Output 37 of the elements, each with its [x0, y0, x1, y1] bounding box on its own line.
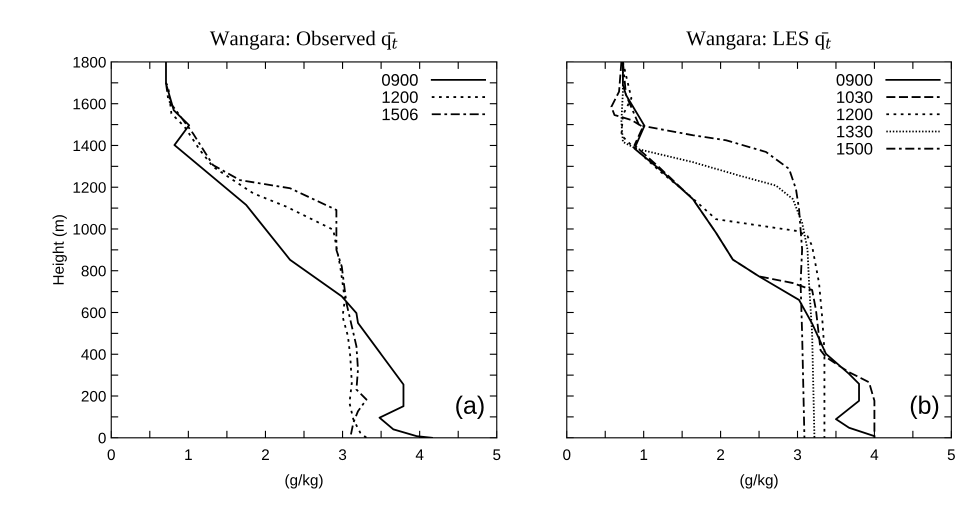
- x-tick-label: 2: [717, 449, 724, 460]
- legend-label: 1330: [837, 126, 872, 138]
- x-tick-label: 1: [185, 449, 192, 460]
- x-tick-label: 5: [493, 449, 500, 460]
- x-tick-label: 1: [640, 449, 648, 460]
- legend-label: 1030: [837, 91, 872, 104]
- chart-title: Wangara: LES q̄$_{t}$: [686, 31, 832, 50]
- x-tick-label: 4: [416, 449, 424, 460]
- x-axis-title: (g/kg): [285, 474, 323, 488]
- annotation: (b): [910, 396, 938, 419]
- y-tick-label: 200: [82, 390, 106, 402]
- x-tick-label: 3: [338, 449, 346, 460]
- legend-label: 0900: [382, 74, 418, 86]
- y-tick-label: 1200: [74, 182, 106, 193]
- legend-label: 1500: [837, 142, 872, 155]
- x-tick-label: 5: [948, 449, 955, 460]
- y-tick-label: 1000: [74, 224, 106, 235]
- legend-label: 1200: [837, 108, 872, 120]
- legend-label: 1200: [382, 91, 418, 104]
- y-tick-label: 1800: [74, 56, 106, 68]
- x-tick-label: 3: [794, 449, 802, 460]
- y-tick-label: 400: [81, 349, 106, 360]
- y-tick-label: 1400: [74, 140, 106, 152]
- legend-label: 0900: [836, 74, 872, 86]
- x-axis-title: (g/kg): [740, 474, 778, 488]
- legend-label: 1506: [382, 108, 418, 120]
- x-tick-label: 0: [108, 449, 115, 460]
- y-tick-label: 0: [98, 432, 106, 444]
- x-tick-label: 2: [262, 449, 269, 460]
- y-tick-label: 600: [82, 307, 106, 318]
- y-tick-label: 1600: [74, 98, 106, 110]
- x-tick-label: 0: [563, 449, 570, 460]
- chart-title: Wangara: Observed q̄$_{t}$: [210, 30, 398, 50]
- y-tick-label: 800: [82, 266, 106, 276]
- x-tick-label: 4: [870, 449, 878, 460]
- annotation: (a): [456, 396, 484, 419]
- y-axis-title: Height (m): [52, 215, 67, 284]
